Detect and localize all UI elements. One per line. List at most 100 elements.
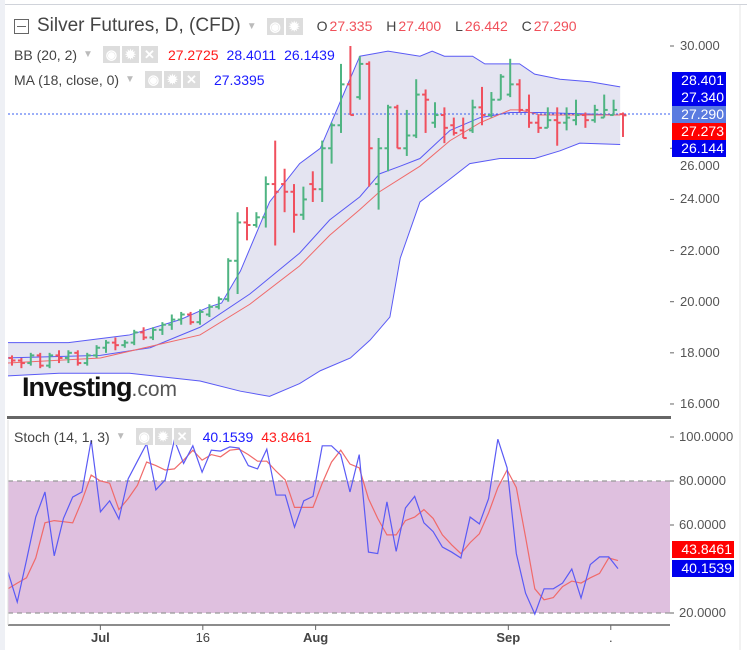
eye-icon[interactable]: ◉: [266, 17, 284, 35]
ohlc-bar: [337, 63, 345, 133]
close-icon[interactable]: ✕: [182, 71, 200, 88]
gear-icon[interactable]: ✹: [121, 46, 139, 63]
eye-icon[interactable]: ◉: [135, 428, 153, 445]
close-icon[interactable]: ✕: [140, 46, 158, 63]
bb-fill: [8, 51, 621, 397]
ohlc-bar: [497, 74, 505, 101]
ohlc-bar: [121, 340, 129, 348]
ohlc-bar: [46, 352, 54, 369]
ohlc-bar: [224, 258, 232, 302]
chevron-down-icon[interactable]: ▼: [246, 20, 257, 32]
eye-icon[interactable]: ◉: [102, 46, 120, 63]
price-bars: [8, 46, 627, 369]
ohlc-bar: [581, 112, 589, 128]
ohlc-bar: [356, 56, 364, 100]
close-label: C: [521, 18, 532, 34]
low-value: 26.442: [464, 18, 508, 34]
ohlc-bar: [553, 107, 561, 146]
ohlc-bar: [487, 92, 495, 118]
close-icon[interactable]: ✕: [173, 428, 191, 445]
stoch-label[interactable]: Stoch (14, 1, 3): [14, 428, 110, 445]
stoch-value-label: 40.1539: [672, 560, 734, 577]
main-pane: [8, 50, 670, 397]
stoch-pane: [7, 438, 670, 616]
low-label: L: [455, 18, 463, 34]
chevron-down-icon[interactable]: ▼: [115, 431, 126, 442]
open-label: O: [316, 18, 328, 34]
ohlc-bar: [459, 117, 467, 140]
chevron-down-icon[interactable]: ▼: [83, 49, 93, 60]
open-value: 27.335: [329, 18, 373, 34]
ohlc-bar: [450, 117, 458, 136]
stoch-k-value: 40.1539: [202, 428, 254, 445]
high-label: H: [386, 18, 397, 34]
ohlc-bar: [102, 340, 110, 353]
price-tick-label: 26.000: [680, 158, 720, 173]
ohlc-bar: [412, 79, 420, 139]
gear-icon[interactable]: ✹: [154, 428, 172, 445]
stoch-tick-label: 60.0000: [679, 517, 726, 532]
ohlc-bar: [591, 104, 599, 123]
ohlc-bar: [36, 352, 44, 369]
ohlc-bar: [281, 168, 289, 213]
ohlc-bar: [365, 61, 373, 187]
ohlc-bar: [431, 102, 439, 128]
chart-legend-main: Silver Futures, D, (CFD) ▼ ◉ ✹ O 27.335 H…: [14, 15, 587, 37]
price-label: 28.401: [672, 72, 726, 89]
ohlc-bar: [271, 140, 279, 246]
ohlc-bar: [572, 99, 580, 126]
price-tick-label: 22.000: [680, 242, 720, 258]
price-tick-label: 18.000: [680, 344, 720, 360]
ohlc-bar: [469, 99, 477, 133]
ohlc-bar: [27, 352, 35, 366]
chart-frame: [7, 5, 741, 650]
ohlc-bar: [8, 355, 16, 366]
ohlc-bar: [422, 89, 430, 133]
symbol-title[interactable]: Silver Futures, D, (CFD): [37, 15, 241, 36]
ohlc-bar: [158, 322, 166, 335]
pane-separator: [7, 416, 671, 419]
ma-label[interactable]: MA (18, close, 0): [14, 71, 120, 88]
stoch-band-fill: [8, 481, 670, 613]
ohlc-bar: [309, 171, 317, 202]
ohlc-bar: [243, 207, 251, 241]
price-label: 27.340: [672, 89, 726, 106]
close-value: 27.290: [533, 18, 577, 34]
ohlc-bar: [140, 327, 148, 341]
ohlc-bar: [111, 337, 119, 351]
bb-upper-line: [8, 50, 621, 344]
gear-icon[interactable]: ✹: [163, 71, 181, 88]
eye-icon[interactable]: ◉: [144, 71, 162, 88]
collapse-icon[interactable]: [14, 18, 29, 34]
stoch-tick-label: 80.0000: [679, 473, 726, 488]
ohlc-bar: [384, 104, 392, 172]
bb-lower-line: [8, 142, 621, 397]
ohlc-bar: [563, 107, 571, 131]
gear-icon[interactable]: ✹: [285, 17, 303, 35]
top-border: [5, 4, 747, 5]
price-tick-label: 20.000: [680, 293, 720, 309]
ohlc-bar: [130, 329, 138, 346]
ohlc-bar: [318, 140, 326, 202]
ohlc-bar: [328, 122, 336, 164]
ohlc-bar: [525, 94, 533, 128]
stoch-tick-label: 20.0000: [679, 605, 726, 620]
chevron-down-icon[interactable]: ▼: [125, 74, 135, 85]
bb-upper-value: 28.4011: [226, 46, 277, 63]
ohlc-bar: [544, 107, 552, 129]
ohlc-bar: [346, 46, 354, 117]
time-tick-label: Jul: [90, 630, 110, 645]
ohlc-bar: [506, 58, 514, 98]
ma-value: 27.3395: [213, 71, 265, 88]
ohlc-bar: [600, 94, 608, 119]
bb-label[interactable]: BB (20, 2): [14, 46, 78, 63]
stoch-d-line: [7, 448, 619, 601]
stoch-tick-label: 100.0000: [679, 429, 734, 444]
ohlc-bar: [262, 176, 270, 228]
ohlc-values: O 27.335 H 27.400 L 26.442 C 27.290: [317, 18, 587, 34]
ohlc-bar: [252, 212, 260, 228]
ohlc-bar: [196, 309, 204, 325]
stoch-legend: Stoch (14, 1, 3) ▼ ◉ ✹ ✕ 40.1539 43.8461: [14, 428, 320, 445]
investing-logo: Investing.com: [22, 372, 177, 403]
